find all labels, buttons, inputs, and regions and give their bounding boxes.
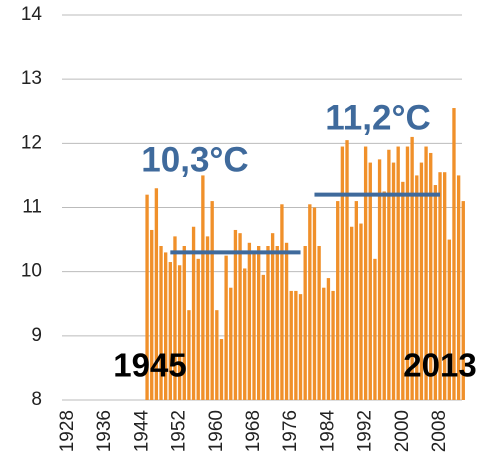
bar: [382, 191, 386, 400]
mean-label: 10,3°C: [141, 140, 248, 179]
bar: [205, 236, 210, 400]
bar: [219, 339, 224, 400]
x-tick-label: 2000: [392, 410, 413, 452]
bar: [317, 246, 321, 400]
y-tick-label: 11: [22, 197, 42, 218]
bar: [280, 204, 284, 400]
bar: [443, 172, 447, 400]
bar: [187, 310, 191, 400]
bar: [391, 162, 396, 400]
bar: [322, 287, 326, 400]
y-tick-label: 10: [21, 261, 42, 282]
bar: [196, 258, 200, 400]
bar: [257, 246, 261, 400]
bar: [368, 162, 372, 400]
mean-label: 11,2°C: [325, 98, 430, 137]
annotation: 1945: [113, 347, 186, 384]
bar: [177, 265, 182, 400]
y-tick-label: 8: [31, 389, 42, 410]
bar: [377, 159, 382, 400]
bar: [201, 175, 205, 400]
bar: [215, 310, 219, 400]
x-tick-label: 1952: [169, 410, 190, 452]
bar: [238, 233, 242, 400]
bar: [224, 255, 228, 400]
bar: [247, 242, 252, 400]
bar: [452, 108, 456, 401]
bar: [168, 262, 172, 400]
bar: [336, 201, 340, 400]
y-tick-label: 12: [21, 132, 42, 153]
bar: [243, 268, 247, 400]
bar: [345, 140, 349, 400]
x-tick-label: 1984: [317, 410, 338, 453]
bar: [326, 278, 331, 400]
bar: [359, 223, 363, 400]
x-tick-label: 1936: [94, 410, 115, 452]
bar: [387, 149, 391, 400]
bar: [270, 233, 275, 400]
annotation: 2013: [403, 347, 476, 384]
x-tick-label: 2008: [429, 410, 450, 452]
bar: [289, 290, 293, 400]
bar: [159, 246, 163, 400]
bar: [210, 201, 214, 400]
bar: [164, 252, 168, 400]
bar: [433, 185, 438, 400]
bar: [233, 229, 238, 400]
bar: [261, 274, 265, 400]
bar: [405, 146, 410, 400]
bar: [284, 242, 289, 400]
bar: [419, 162, 424, 400]
x-tick-label: 1968: [243, 410, 264, 452]
bar: [312, 207, 317, 400]
bar: [410, 136, 414, 400]
bar: [447, 239, 451, 400]
x-tick-label: 1944: [131, 410, 152, 453]
bar: [229, 287, 233, 400]
bar: [340, 146, 345, 400]
bar: [363, 146, 368, 400]
bar: [373, 258, 377, 400]
bar: [308, 204, 312, 400]
bar: [252, 252, 256, 400]
x-tick-label: 1960: [206, 410, 227, 452]
bar: [350, 226, 354, 400]
bar: [429, 152, 433, 400]
bar: [145, 194, 149, 400]
bar: [150, 229, 154, 400]
bar: [294, 290, 298, 400]
bar: [191, 226, 196, 400]
bar: [331, 290, 335, 400]
x-tick-label: 1976: [280, 410, 301, 452]
y-tick-label: 9: [31, 325, 42, 346]
y-tick-label: 14: [21, 4, 43, 25]
bar: [266, 246, 270, 400]
bar: [298, 294, 303, 400]
bar: [461, 201, 465, 400]
x-tick-label: 1992: [355, 410, 376, 452]
bar: [182, 246, 186, 400]
bar: [154, 188, 159, 400]
bar: [396, 146, 400, 400]
bar: [173, 236, 177, 400]
bar: [354, 201, 358, 400]
bar: [438, 172, 442, 400]
x-tick-label: 1928: [57, 410, 78, 452]
bar: [415, 175, 419, 400]
bar: [401, 181, 405, 400]
bar: [424, 146, 428, 400]
bar: [456, 175, 461, 400]
bar: [303, 246, 307, 400]
y-tick-label: 13: [21, 68, 42, 89]
bar: [275, 246, 279, 400]
